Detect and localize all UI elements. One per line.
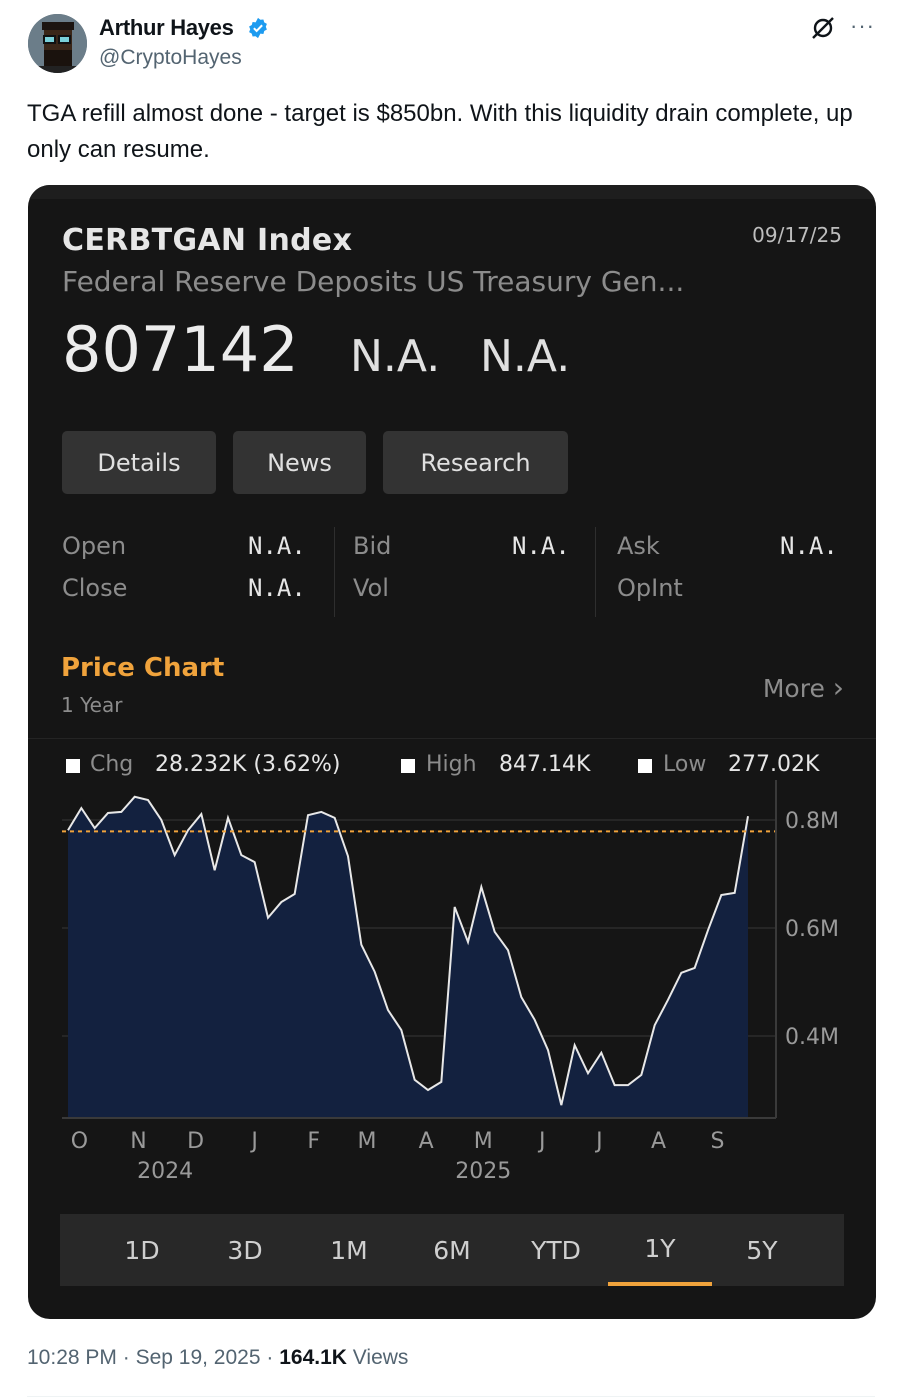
stat-label-vol: Vol xyxy=(353,574,389,602)
quote-date: 09/17/25 xyxy=(752,223,842,247)
tab-ytd[interactable]: YTD xyxy=(531,1235,581,1265)
embedded-quote-card[interactable]: CERBTGAN Index 09/17/25 Federal Reserve … xyxy=(28,185,876,1319)
legend-chg-label: Chg xyxy=(90,752,134,777)
details-button[interactable]: Details xyxy=(62,431,216,494)
price-chart-title: Price Chart xyxy=(61,653,225,683)
security-description: Federal Reserve Deposits US Treasury Gen… xyxy=(62,265,685,298)
pixel-avatar-icon xyxy=(28,14,87,73)
legend-low-label: Low xyxy=(663,752,707,777)
tab-6m[interactable]: 6M xyxy=(433,1235,471,1265)
divider xyxy=(27,1396,875,1397)
last-value: 807142 xyxy=(62,313,299,386)
legend-low-value: 277.02K xyxy=(728,752,820,777)
net-change: N.A. xyxy=(350,331,441,382)
stat-value-bid: N.A. xyxy=(512,532,570,560)
range-tabs: 1D 3D 1M 6M YTD 1Y 5Y xyxy=(60,1214,844,1286)
stat-label-open: Open xyxy=(62,532,127,560)
author-name[interactable]: Arthur Hayes xyxy=(99,15,234,40)
stat-label-opint: OpInt xyxy=(617,574,683,602)
verified-badge-icon xyxy=(249,17,267,39)
tab-1d[interactable]: 1D xyxy=(124,1235,160,1265)
legend-square-icon xyxy=(638,759,652,773)
grok-icon[interactable] xyxy=(810,15,836,41)
views-count: 164.1K xyxy=(279,1346,347,1369)
tab-1y[interactable]: 1Y xyxy=(608,1214,712,1286)
ticker-title: CERBTGAN Index xyxy=(62,223,353,258)
author-handle[interactable]: @CryptoHayes xyxy=(99,46,242,69)
percent-change: N.A. xyxy=(480,331,571,382)
legend-square-icon xyxy=(401,759,415,773)
meta-separator: · xyxy=(122,1346,130,1369)
chevron-right-icon: › xyxy=(832,671,844,704)
chart-period: 1 Year xyxy=(61,693,123,717)
more-link[interactable]: More › xyxy=(763,671,844,704)
news-button[interactable]: News xyxy=(233,431,366,494)
views-label: Views xyxy=(352,1346,409,1369)
tweet-time[interactable]: 10:28 PM xyxy=(27,1346,117,1369)
legend-high-value: 847.14K xyxy=(499,752,591,777)
tab-1m[interactable]: 1M xyxy=(330,1235,368,1265)
card-top-strip xyxy=(28,185,876,199)
more-label: More xyxy=(762,674,825,703)
stat-divider xyxy=(334,527,335,617)
stat-label-close: Close xyxy=(62,574,128,602)
tab-5y[interactable]: 5Y xyxy=(746,1235,778,1265)
tweet-meta: 10:28 PM · Sep 19, 2025 · 164.1K Views xyxy=(27,1346,408,1370)
stat-value-open: N.A. xyxy=(248,532,306,560)
tab-3d[interactable]: 3D xyxy=(227,1235,263,1265)
avatar[interactable] xyxy=(28,14,87,73)
meta-separator: · xyxy=(266,1346,274,1369)
tweet-date[interactable]: Sep 19, 2025 xyxy=(135,1346,261,1369)
divider xyxy=(28,738,876,739)
stat-value-close: N.A. xyxy=(248,574,306,602)
stat-label-ask: Ask xyxy=(617,532,660,560)
stat-value-ask: N.A. xyxy=(780,532,838,560)
legend-square-icon xyxy=(66,759,80,773)
legend-chg-value: 28.232K (3.62%) xyxy=(155,752,341,777)
tweet-text: TGA refill almost done - target is $850b… xyxy=(27,100,853,163)
stat-label-bid: Bid xyxy=(353,532,392,560)
research-button[interactable]: Research xyxy=(383,431,568,494)
legend-high-label: High xyxy=(426,752,477,777)
more-options-icon[interactable]: ··· xyxy=(850,13,875,38)
stat-divider xyxy=(595,527,596,617)
